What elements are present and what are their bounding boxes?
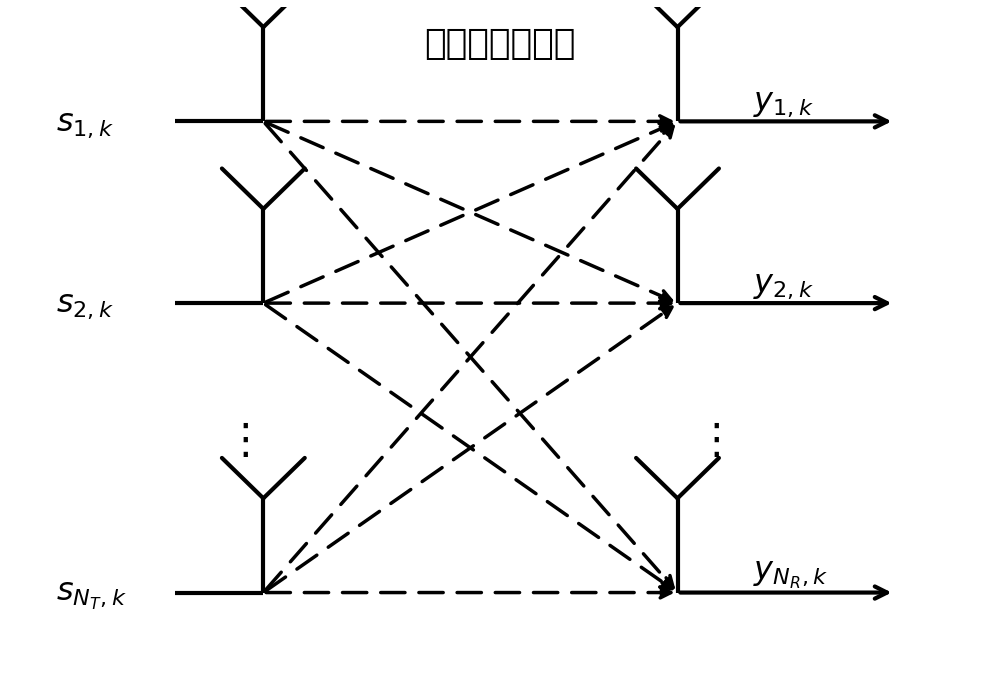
Text: $s_{1,k}$: $s_{1,k}$ xyxy=(56,110,114,139)
Text: $y_{2,k}$: $y_{2,k}$ xyxy=(753,271,815,301)
Text: 多天线无线信道: 多天线无线信道 xyxy=(424,27,576,61)
Text: $\vdots$: $\vdots$ xyxy=(695,420,720,462)
Text: $y_{N_R,k}$: $y_{N_R,k}$ xyxy=(753,560,829,592)
Text: $s_{2,k}$: $s_{2,k}$ xyxy=(56,291,114,322)
Text: $y_{1,k}$: $y_{1,k}$ xyxy=(753,89,815,120)
Text: $s_{N_T,k}$: $s_{N_T,k}$ xyxy=(56,581,127,611)
Text: $\vdots$: $\vdots$ xyxy=(224,420,249,462)
